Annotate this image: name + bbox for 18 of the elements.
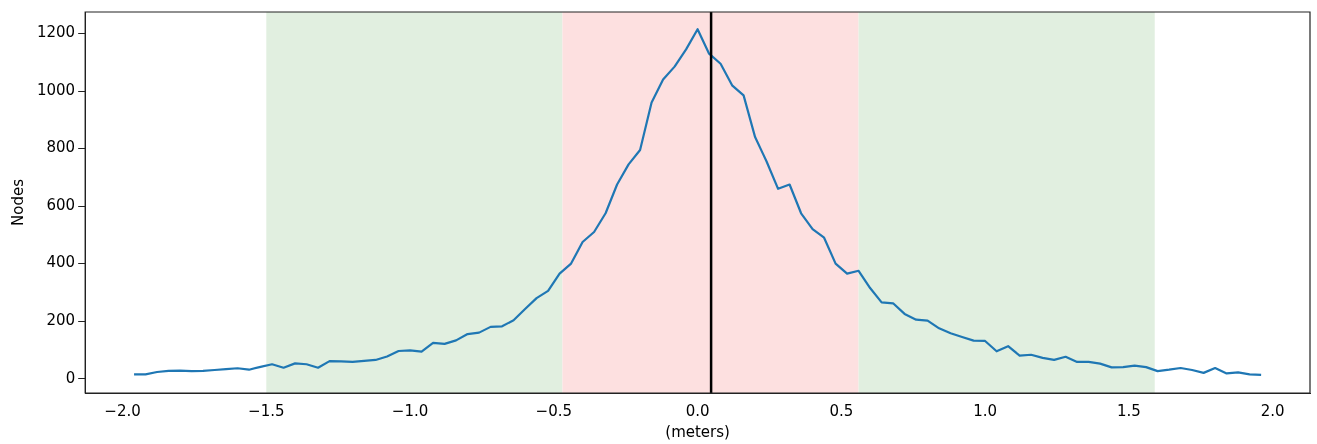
- x-tick-label: 0.0: [685, 401, 710, 420]
- y-tick-label: 1200: [36, 23, 76, 42]
- x-tick-label: −0.5: [535, 401, 573, 420]
- y-tick-label: 800: [46, 138, 76, 157]
- x-tick-label: 2.0: [1260, 401, 1285, 420]
- y-tick-label: 0: [65, 368, 76, 387]
- x-tick-label: −2.0: [104, 401, 141, 420]
- x-tick-label: 0.5: [829, 401, 854, 420]
- x-tick-label: −1.5: [248, 401, 285, 420]
- y-tick-label: 600: [46, 195, 76, 214]
- x-tick-label: 1.0: [973, 401, 998, 420]
- y-axis-title: Nodes: [8, 178, 27, 226]
- x-axis-title: (meters): [665, 422, 730, 441]
- y-tick-label: 200: [46, 311, 76, 329]
- y-tick-label: 1000: [36, 80, 76, 99]
- x-tick-label: 1.5: [1116, 401, 1141, 420]
- y-tick-label: 400: [46, 253, 76, 272]
- x-tick-label: −1.0: [391, 401, 429, 420]
